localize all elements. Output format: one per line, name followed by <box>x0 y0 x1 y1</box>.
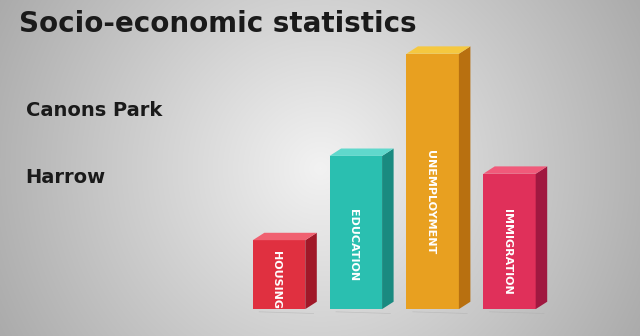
Polygon shape <box>483 166 547 174</box>
Polygon shape <box>330 149 394 156</box>
Polygon shape <box>536 166 547 309</box>
Polygon shape <box>253 240 305 309</box>
Text: Harrow: Harrow <box>26 168 106 187</box>
Text: UNEMPLOYMENT: UNEMPLOYMENT <box>425 150 435 254</box>
Text: Canons Park: Canons Park <box>26 101 162 120</box>
Polygon shape <box>406 54 459 309</box>
Polygon shape <box>406 46 470 54</box>
Polygon shape <box>459 46 470 309</box>
Text: HOUSING: HOUSING <box>271 251 282 309</box>
Polygon shape <box>330 156 382 309</box>
Text: EDUCATION: EDUCATION <box>348 209 358 281</box>
Polygon shape <box>253 233 317 240</box>
Polygon shape <box>305 233 317 309</box>
Polygon shape <box>382 149 394 309</box>
Text: IMMIGRATION: IMMIGRATION <box>502 209 512 295</box>
Text: Socio-economic statistics: Socio-economic statistics <box>19 10 417 38</box>
Polygon shape <box>483 174 536 309</box>
